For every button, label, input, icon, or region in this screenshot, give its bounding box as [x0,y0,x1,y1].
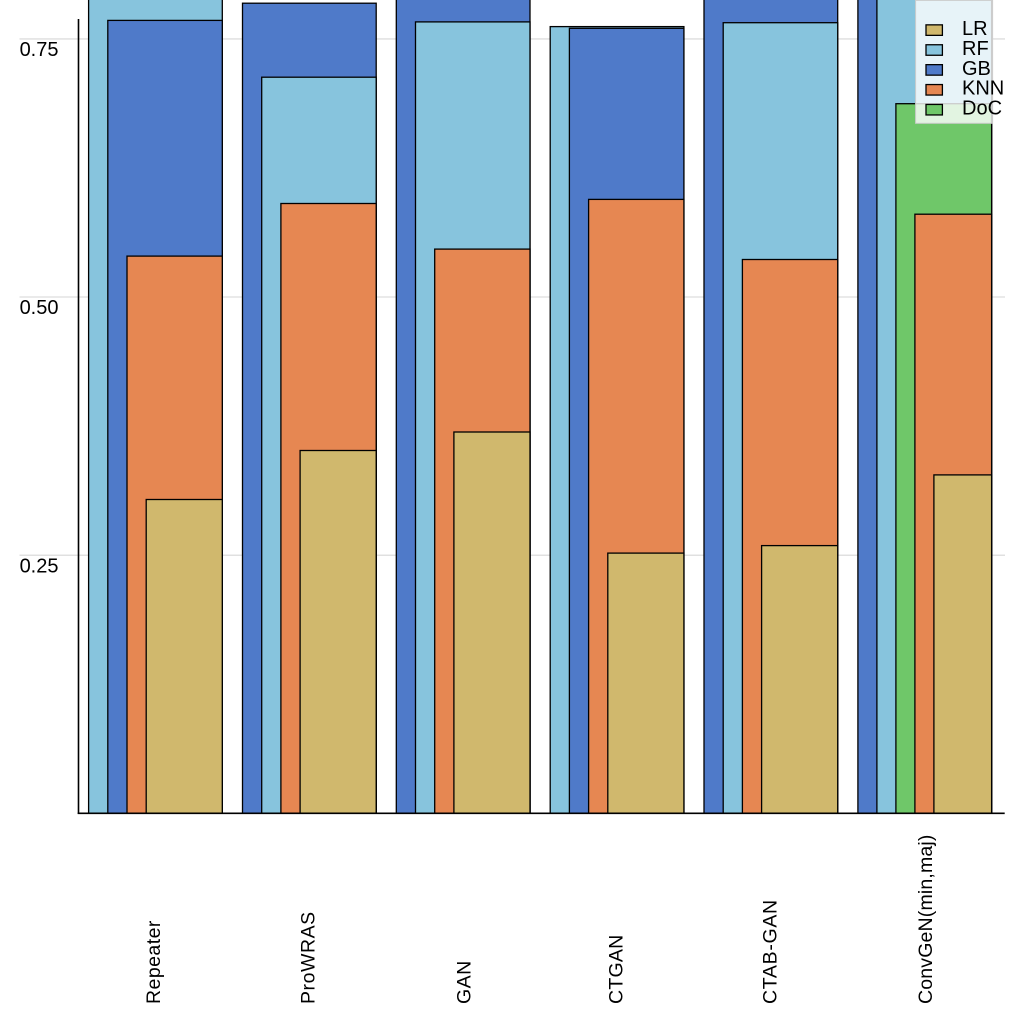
svg-text:0.25: 0.25 [20,555,59,577]
svg-text:CTGAN: CTGAN [606,935,628,1005]
svg-text:0.75: 0.75 [20,39,59,61]
svg-text:GB: GB [962,58,991,80]
svg-text:CTAB-GAN: CTAB-GAN [760,899,782,1004]
svg-text:GAN: GAN [454,960,476,1004]
svg-text:LR: LR [962,18,988,40]
svg-text:0.50: 0.50 [20,297,59,319]
svg-text:RF: RF [962,38,989,60]
svg-text:ConvGeN(min,maj): ConvGeN(min,maj) [915,834,937,1004]
svg-text:ProWRAS: ProWRAS [297,911,319,1004]
svg-text:KNN: KNN [962,78,1004,100]
svg-text:DoC: DoC [962,98,1002,120]
svg-text:Repeater: Repeater [143,920,165,1004]
